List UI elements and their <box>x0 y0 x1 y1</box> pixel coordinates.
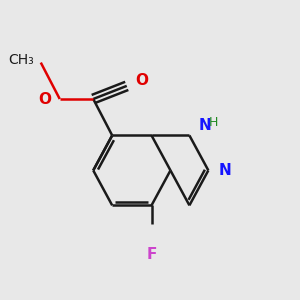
Text: F: F <box>146 248 157 262</box>
Text: CH₃: CH₃ <box>8 53 34 67</box>
Text: H: H <box>208 116 218 130</box>
Text: O: O <box>136 73 148 88</box>
Text: N: N <box>218 163 231 178</box>
Text: N: N <box>198 118 211 133</box>
Text: O: O <box>38 92 51 106</box>
